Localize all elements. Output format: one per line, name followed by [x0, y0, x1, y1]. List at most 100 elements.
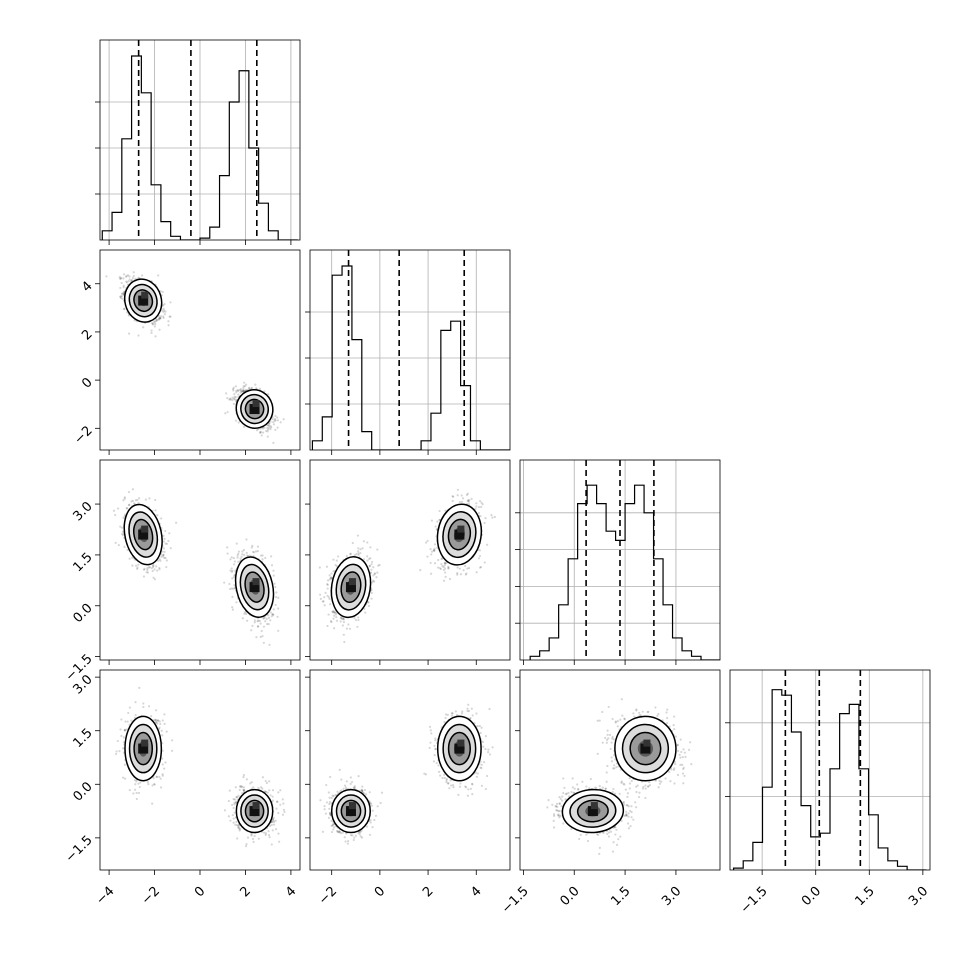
sample-point — [325, 565, 329, 568]
sample-point — [246, 619, 249, 622]
sample-point — [231, 608, 234, 611]
sample-point — [234, 385, 238, 388]
sample-point — [233, 398, 236, 401]
sample-point — [477, 511, 481, 515]
panels-layer: −4 −2 0 2 4 −2 0 2 4 −1.5 0.0 1.5 3.0 −1.5 0.0 1.5 3.0−2… — [63, 39, 931, 917]
sample-point — [150, 331, 153, 335]
sample-point — [226, 552, 229, 555]
sample-point — [158, 317, 161, 320]
sample-point — [456, 572, 459, 575]
sample-point — [266, 426, 269, 430]
sample-point — [228, 582, 231, 586]
sample-point — [359, 548, 362, 551]
sample-point — [475, 505, 478, 508]
sample-point — [151, 323, 155, 326]
sample-point — [169, 315, 172, 318]
sample-point — [244, 611, 247, 614]
sample-point — [266, 435, 269, 438]
sample-point — [114, 513, 117, 517]
sample-point — [270, 426, 273, 429]
sample-point — [126, 507, 129, 510]
sample-point — [157, 315, 161, 318]
sample-point — [232, 387, 235, 391]
sample-point — [167, 320, 170, 323]
sample-point — [458, 501, 461, 504]
sample-point — [242, 425, 246, 428]
sample-point — [153, 320, 156, 323]
sample-point — [117, 543, 120, 547]
sample-point — [461, 497, 465, 500]
sample-point — [153, 325, 156, 328]
sample-point — [127, 490, 131, 494]
sample-point — [478, 566, 482, 569]
sample-point — [231, 595, 234, 598]
panel-frame — [519, 459, 721, 661]
sample-point — [342, 620, 346, 624]
sample-point — [125, 507, 128, 510]
sample-point — [142, 326, 145, 329]
sample-point — [244, 388, 247, 392]
sample-point — [147, 566, 150, 569]
sample-point — [159, 290, 162, 293]
sample-point — [447, 567, 450, 570]
sample-point — [479, 565, 483, 569]
sample-point — [437, 558, 440, 562]
sample-point — [232, 557, 235, 560]
sample-point — [262, 641, 265, 644]
sample-point — [137, 334, 140, 337]
sample-point — [123, 545, 126, 548]
sample-point — [163, 537, 166, 540]
sample-point — [424, 541, 428, 544]
sample-point — [235, 601, 238, 604]
sample-point — [165, 559, 168, 562]
sample-point — [429, 547, 432, 551]
sample-point — [124, 275, 128, 278]
sample-point — [356, 534, 360, 537]
sample-point — [255, 636, 258, 639]
sample-point — [226, 410, 229, 414]
sample-point — [154, 498, 157, 502]
sample-point — [331, 611, 334, 614]
sample-point — [345, 554, 348, 558]
sample-point — [158, 568, 161, 571]
sample-point — [122, 499, 125, 502]
sample-point — [126, 281, 129, 284]
sample-point — [254, 550, 258, 553]
sample-point — [154, 335, 157, 338]
sample-point — [234, 396, 237, 399]
sample-point — [447, 565, 450, 568]
sample-point — [119, 295, 122, 298]
sample-point — [273, 582, 276, 585]
sample-point — [162, 316, 165, 319]
sample-point — [119, 296, 122, 300]
sample-point — [262, 617, 265, 620]
sample-point — [277, 596, 280, 599]
sample-point — [127, 314, 131, 317]
sample-point — [259, 635, 262, 639]
sample-point — [231, 606, 234, 609]
sample-point — [241, 550, 244, 553]
sample-point — [432, 548, 435, 552]
sample-point — [152, 565, 155, 569]
sample-point — [264, 556, 267, 560]
sample-point — [240, 555, 243, 558]
sample-point — [271, 417, 274, 421]
sample-point — [261, 635, 264, 638]
sample-point — [334, 564, 337, 567]
sample-point — [128, 557, 131, 560]
sample-point — [265, 429, 268, 433]
sample-point — [261, 558, 264, 561]
sample-point — [175, 521, 178, 524]
sample-point — [264, 620, 267, 623]
sample-point — [132, 271, 135, 274]
sample-point — [236, 556, 239, 559]
sample-point — [232, 563, 236, 566]
sample-point — [456, 488, 459, 491]
sample-point — [270, 555, 273, 558]
sample-point — [125, 274, 128, 277]
sample-point — [451, 499, 454, 503]
sample-point — [165, 542, 169, 545]
sample-point — [255, 429, 259, 432]
sample-point — [132, 274, 135, 278]
sample-point — [161, 290, 164, 294]
